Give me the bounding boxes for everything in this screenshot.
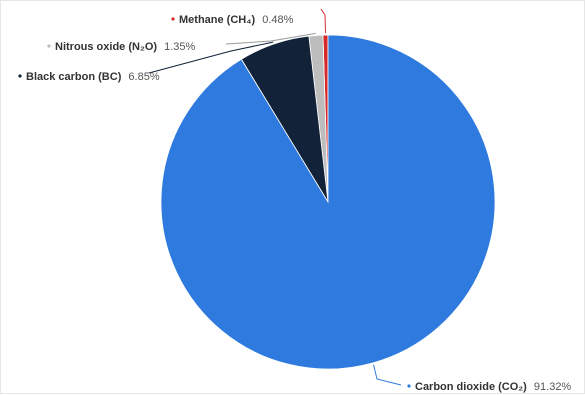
- label-carbon-dioxide: Carbon dioxide (CO₂) 91.32%: [407, 381, 571, 393]
- label-bullet-black-carbon: [18, 74, 22, 78]
- leader-line-nitrous-oxide-n-o: [225, 32, 316, 45]
- svg-text:Nitrous oxide (N₂O) 1.: Nitrous oxide (N₂O) 1.35%: [55, 41, 196, 53]
- label-bullet-carbon-dioxide: [407, 384, 411, 388]
- leader-lines: [148, 8, 402, 386]
- label-nitrous-oxide: Nitrous oxide (N₂O) 1.35%: [47, 41, 196, 53]
- label-bullet-methane: [171, 17, 175, 21]
- pie-slices: [160, 34, 496, 370]
- label-bullet-nitrous-oxide: [47, 44, 51, 48]
- label-black-carbon: Black carbon (BC) 6.85%: [18, 71, 160, 83]
- label-methane: Methane (CH₄) 0.48%: [171, 14, 294, 26]
- svg-text:Black carbon (BC) 6.85: Black carbon (BC) 6.85%: [26, 71, 160, 83]
- leader-line-methane-ch: [320, 8, 326, 34]
- svg-text:Carbon dioxide (CO₂) 9: Carbon dioxide (CO₂) 91.32%: [415, 381, 571, 393]
- label-methane-name: Methane (CH₄): [179, 14, 255, 26]
- label-nitrous-oxide-name: Nitrous oxide (N₂O): [55, 41, 157, 53]
- pie-slice-carbon-dioxide-co: [160, 34, 496, 370]
- label-carbon-dioxide-name: Carbon dioxide (CO₂): [415, 381, 527, 393]
- label-carbon-dioxide-value: 91.32%: [534, 381, 572, 393]
- leader-line-carbon-dioxide-co: [373, 364, 402, 386]
- svg-text:Methane (CH₄) 0.48%: Methane (CH₄) 0.48%: [179, 14, 294, 26]
- label-nitrous-oxide-value: 1.35%: [164, 41, 195, 53]
- label-black-carbon-value: 6.85%: [128, 71, 159, 83]
- label-methane-value: 0.48%: [262, 14, 293, 26]
- leader-line-black-carbon-bc: [148, 41, 274, 74]
- label-black-carbon-name: Black carbon (BC): [26, 71, 122, 83]
